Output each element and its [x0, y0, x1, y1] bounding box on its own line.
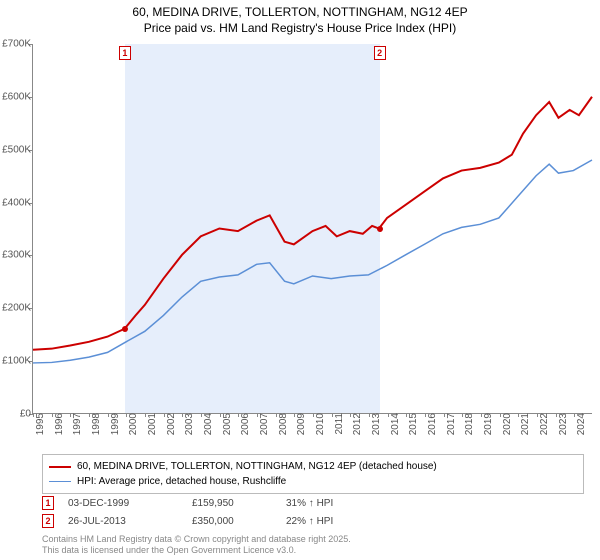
x-tick-label: 2017 — [440, 413, 457, 435]
x-tick-label: 2006 — [234, 413, 251, 435]
series-price_paid — [33, 97, 592, 350]
marker-label-1: 1 — [119, 46, 131, 60]
x-tick-label: 2019 — [477, 413, 494, 435]
x-tick-label: 2010 — [309, 413, 326, 435]
x-tick-label: 1997 — [66, 413, 83, 435]
x-tick-label: 2016 — [421, 413, 438, 435]
legend-swatch-2 — [49, 481, 71, 482]
x-tick-label: 1996 — [48, 413, 65, 435]
legend-row: HPI: Average price, detached house, Rush… — [49, 474, 577, 489]
x-tick-label: 2020 — [496, 413, 513, 435]
y-tick-label: £700K — [2, 39, 33, 50]
marker-badge-2: 2 — [42, 514, 54, 528]
chart-plot-area: £0£100K£200K£300K£400K£500K£600K£700K199… — [32, 44, 592, 414]
title-block: 60, MEDINA DRIVE, TOLLERTON, NOTTINGHAM,… — [0, 0, 600, 38]
x-tick-label: 1995 — [29, 413, 46, 435]
footer-line-2: This data is licensed under the Open Gov… — [42, 545, 351, 556]
x-tick-label: 2004 — [197, 413, 214, 435]
transaction-table: 1 03-DEC-1999 £159,950 31% ↑ HPI 2 26-JU… — [42, 494, 584, 530]
txn-date: 26-JUL-2013 — [68, 516, 178, 527]
x-tick-label: 2009 — [290, 413, 307, 435]
x-tick-label: 2021 — [514, 413, 531, 435]
table-row: 2 26-JUL-2013 £350,000 22% ↑ HPI — [42, 512, 584, 530]
y-tick-label: £100K — [2, 356, 33, 367]
title-line-2: Price paid vs. HM Land Registry's House … — [0, 20, 600, 36]
legend-row: 60, MEDINA DRIVE, TOLLERTON, NOTTINGHAM,… — [49, 459, 577, 474]
x-tick-label: 2013 — [365, 413, 382, 435]
txn-price: £159,950 — [192, 498, 272, 509]
txn-price: £350,000 — [192, 516, 272, 527]
x-tick-label: 1999 — [104, 413, 121, 435]
x-tick-label: 2008 — [272, 413, 289, 435]
y-tick-label: £600K — [2, 91, 33, 102]
x-tick-label: 2023 — [552, 413, 569, 435]
line-svg — [33, 44, 592, 413]
x-tick-label: 2022 — [533, 413, 550, 435]
legend-swatch-1 — [49, 466, 71, 468]
chart-container: 60, MEDINA DRIVE, TOLLERTON, NOTTINGHAM,… — [0, 0, 600, 560]
legend-label-2: HPI: Average price, detached house, Rush… — [77, 474, 286, 489]
x-tick-label: 2011 — [328, 413, 345, 435]
txn-date: 03-DEC-1999 — [68, 498, 178, 509]
x-tick-label: 2001 — [141, 413, 158, 435]
x-tick-label: 2005 — [216, 413, 233, 435]
footer-line-1: Contains HM Land Registry data © Crown c… — [42, 534, 351, 545]
y-tick-label: £500K — [2, 144, 33, 155]
txn-pct: 31% ↑ HPI — [286, 498, 376, 509]
y-tick-label: £300K — [2, 250, 33, 261]
table-row: 1 03-DEC-1999 £159,950 31% ↑ HPI — [42, 494, 584, 512]
x-tick-label: 2015 — [402, 413, 419, 435]
marker-badge-1: 1 — [42, 496, 54, 510]
y-tick-label: £400K — [2, 197, 33, 208]
x-tick-label: 1998 — [85, 413, 102, 435]
x-tick-label: 2003 — [178, 413, 195, 435]
x-tick-label: 2024 — [570, 413, 587, 435]
legend: 60, MEDINA DRIVE, TOLLERTON, NOTTINGHAM,… — [42, 454, 584, 494]
legend-label-1: 60, MEDINA DRIVE, TOLLERTON, NOTTINGHAM,… — [77, 459, 437, 474]
y-tick-label: £200K — [2, 303, 33, 314]
marker-dot-2 — [377, 226, 383, 232]
x-tick-label: 2014 — [384, 413, 401, 435]
x-tick-label: 2018 — [458, 413, 475, 435]
x-tick-label: 2007 — [253, 413, 270, 435]
txn-pct: 22% ↑ HPI — [286, 516, 376, 527]
x-tick-label: 2012 — [346, 413, 363, 435]
marker-dot-1 — [122, 326, 128, 332]
title-line-1: 60, MEDINA DRIVE, TOLLERTON, NOTTINGHAM,… — [0, 4, 600, 20]
marker-label-2: 2 — [374, 46, 386, 60]
plot: £0£100K£200K£300K£400K£500K£600K£700K199… — [32, 44, 592, 414]
footer-attribution: Contains HM Land Registry data © Crown c… — [42, 534, 351, 557]
x-tick-label: 2000 — [122, 413, 139, 435]
x-tick-label: 2002 — [160, 413, 177, 435]
